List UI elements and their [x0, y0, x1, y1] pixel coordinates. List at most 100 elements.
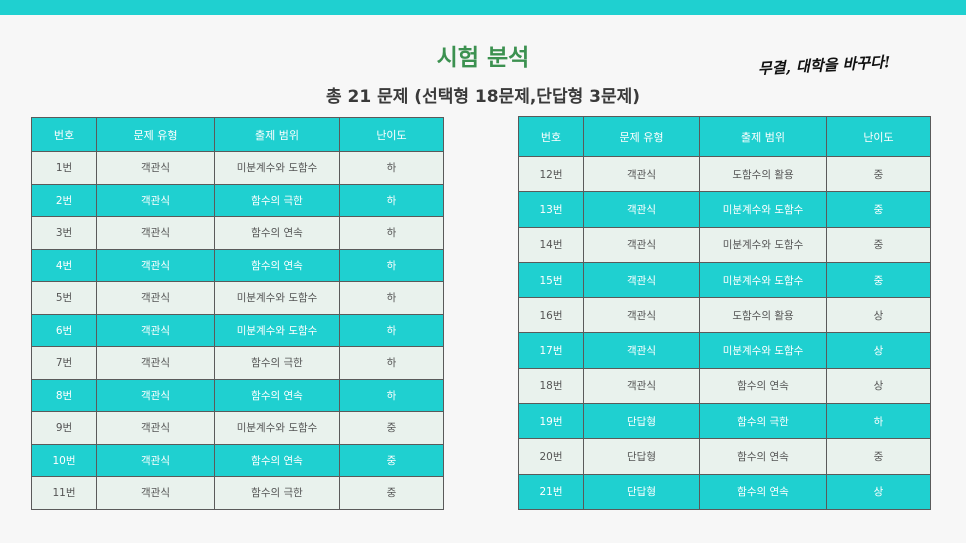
cell-scope: 함수의 연속 — [214, 378, 340, 412]
cell-scope: 미분계수와 도함수 — [699, 226, 827, 263]
cell-number: 20번 — [518, 438, 584, 475]
cell-type: 객관식 — [96, 411, 215, 445]
table-row: 18번 객관식 함수의 연속 상 — [518, 367, 931, 405]
cell-type: 객관식 — [96, 151, 215, 185]
cell-type: 단답형 — [583, 473, 700, 510]
cell-number: 16번 — [518, 297, 584, 334]
cell-type: 객관식 — [583, 297, 700, 334]
cell-number: 19번 — [518, 403, 584, 440]
cell-type: 객관식 — [583, 367, 700, 405]
cell-type: 객관식 — [583, 332, 700, 369]
table-row: 7번 객관식 함수의 극한 하 — [31, 346, 444, 380]
cell-difficulty: 하 — [339, 378, 444, 412]
table-row: 1번 객관식 미분계수와 도함수 하 — [31, 151, 444, 185]
table-row: 10번 객관식 함수의 연속 중 — [31, 443, 444, 477]
table-row: 21번 단답형 함수의 연속 상 — [518, 473, 931, 510]
top-accent-bar — [0, 0, 966, 15]
cell-scope: 도함수의 활용 — [699, 155, 827, 193]
cell-type: 객관식 — [96, 183, 215, 217]
table-row: 15번 객관식 미분계수와 도함수 중 — [518, 261, 931, 299]
table-row: 16번 객관식 도함수의 활용 상 — [518, 297, 931, 334]
cell-difficulty: 상 — [826, 367, 931, 405]
exam-table-left: 번호 문제 유형 출제 범위 난이도 1번 객관식 미분계수와 도함수 하 2번 객관식 함… — [31, 117, 444, 510]
cell-difficulty: 하 — [339, 346, 444, 380]
cell-scope: 미분계수와 도함수 — [699, 191, 827, 228]
cell-number: 13번 — [518, 191, 584, 228]
cell-difficulty: 중 — [826, 438, 931, 475]
cell-type: 단답형 — [583, 403, 700, 440]
cell-difficulty: 상 — [826, 332, 931, 369]
table-row: 5번 객관식 미분계수와 도함수 하 — [31, 281, 444, 315]
cell-difficulty: 하 — [339, 313, 444, 347]
table-row: 9번 객관식 미분계수와 도함수 중 — [31, 411, 444, 445]
table-header-row: 번호 문제 유형 출제 범위 난이도 — [518, 116, 931, 157]
cell-number: 8번 — [31, 378, 97, 412]
col-header-difficulty: 난이도 — [826, 116, 931, 157]
cell-number: 4번 — [31, 248, 97, 282]
cell-type: 단답형 — [583, 438, 700, 475]
table-row: 20번 단답형 함수의 연속 중 — [518, 438, 931, 475]
cell-type: 객관식 — [96, 378, 215, 412]
cell-scope: 미분계수와 도함수 — [214, 411, 340, 445]
cell-type: 객관식 — [96, 281, 215, 315]
cell-difficulty: 하 — [339, 183, 444, 217]
cell-type: 객관식 — [96, 476, 215, 510]
cell-number: 14번 — [518, 226, 584, 263]
cell-scope: 미분계수와 도함수 — [699, 332, 827, 369]
cell-scope: 함수의 극한 — [699, 403, 827, 440]
table-row: 6번 객관식 미분계수와 도함수 하 — [31, 313, 444, 347]
cell-difficulty: 중 — [826, 226, 931, 263]
exam-table-right: 번호 문제 유형 출제 범위 난이도 12번 객관식 도함수의 활용 중 13번 객관식 미… — [518, 116, 931, 510]
cell-type: 객관식 — [96, 443, 215, 477]
cell-difficulty: 하 — [339, 248, 444, 282]
cell-scope: 함수의 연속 — [214, 443, 340, 477]
cell-type: 객관식 — [96, 313, 215, 347]
cell-type: 객관식 — [583, 226, 700, 263]
cell-scope: 함수의 극한 — [214, 183, 340, 217]
cell-type: 객관식 — [96, 346, 215, 380]
cell-difficulty: 중 — [826, 155, 931, 193]
table-header-row: 번호 문제 유형 출제 범위 난이도 — [31, 117, 444, 152]
table-row: 12번 객관식 도함수의 활용 중 — [518, 155, 931, 193]
page-subtitle: 총 21 문제 (선택형 18문제,단답형 3문제) — [325, 87, 641, 107]
cell-scope: 함수의 연속 — [214, 216, 340, 250]
cell-scope: 함수의 극한 — [214, 346, 340, 380]
cell-number: 21번 — [518, 473, 584, 510]
cell-number: 9번 — [31, 411, 97, 445]
cell-scope: 함수의 연속 — [699, 473, 827, 510]
cell-difficulty: 상 — [826, 473, 931, 510]
cell-scope: 미분계수와 도함수 — [214, 151, 340, 185]
cell-scope: 도함수의 활용 — [699, 297, 827, 334]
cell-difficulty: 중 — [826, 261, 931, 299]
col-header-number: 번호 — [31, 117, 97, 152]
cell-type: 객관식 — [583, 261, 700, 299]
table-row: 8번 객관식 함수의 연속 하 — [31, 378, 444, 412]
cell-difficulty: 중 — [826, 191, 931, 228]
table-row: 13번 객관식 미분계수와 도함수 중 — [518, 191, 931, 228]
table-row: 17번 객관식 미분계수와 도함수 상 — [518, 332, 931, 369]
cell-scope: 함수의 연속 — [699, 367, 827, 405]
cell-number: 18번 — [518, 367, 584, 405]
cell-difficulty: 중 — [339, 411, 444, 445]
cell-difficulty: 중 — [339, 476, 444, 510]
col-header-type: 문제 유형 — [583, 116, 700, 157]
col-header-difficulty: 난이도 — [339, 117, 444, 152]
table-row: 19번 단답형 함수의 극한 하 — [518, 403, 931, 440]
cell-number: 3번 — [31, 216, 97, 250]
cell-difficulty: 하 — [339, 281, 444, 315]
table-row: 11번 객관식 함수의 극한 중 — [31, 476, 444, 510]
col-header-scope: 출제 범위 — [699, 116, 827, 157]
cell-scope: 미분계수와 도함수 — [214, 281, 340, 315]
cell-number: 2번 — [31, 183, 97, 217]
cell-difficulty: 하 — [339, 216, 444, 250]
col-header-type: 문제 유형 — [96, 117, 215, 152]
cell-difficulty: 상 — [826, 297, 931, 334]
cell-difficulty: 하 — [339, 151, 444, 185]
cell-type: 객관식 — [96, 248, 215, 282]
cell-scope: 함수의 연속 — [214, 248, 340, 282]
cell-number: 1번 — [31, 151, 97, 185]
cell-number: 15번 — [518, 261, 584, 299]
page-title: 시험 분석 — [436, 45, 530, 71]
cell-number: 10번 — [31, 443, 97, 477]
table-row: 2번 객관식 함수의 극한 하 — [31, 183, 444, 217]
